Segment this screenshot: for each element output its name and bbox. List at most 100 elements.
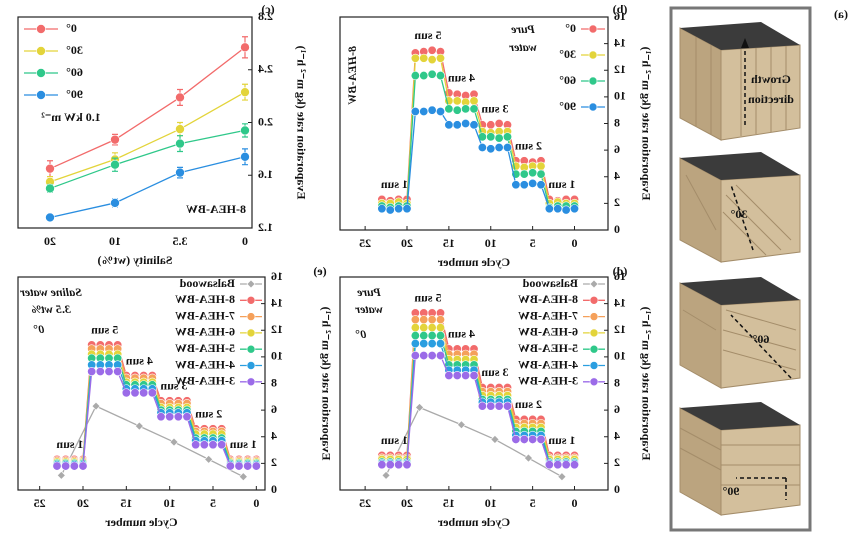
data-point (436, 315, 446, 325)
data-point (553, 204, 563, 214)
y-tick-label: 12 (271, 322, 283, 336)
data-point (240, 151, 250, 162)
x-axis-label: Cycle number (437, 515, 510, 529)
level-label: 5 sun (414, 291, 441, 305)
data-point (452, 120, 462, 130)
data-point (494, 133, 504, 143)
data-point (95, 367, 105, 377)
x-tick-label: 10 (109, 234, 121, 248)
data-point (410, 107, 420, 117)
y-tick-label: 0 (271, 482, 277, 496)
x-tick-label: 3.5 (173, 234, 188, 248)
annotation: Saline water (20, 285, 82, 299)
legend-label: 8-HEA-BW (518, 292, 578, 306)
data-point (570, 460, 580, 470)
data-point (394, 460, 404, 470)
data-point (234, 461, 244, 471)
y-tick-label: 2.0 (258, 114, 273, 128)
series-line (60, 405, 244, 478)
data-point (486, 144, 496, 154)
level-label: 5 sun (91, 323, 118, 337)
x-tick-label: 0 (253, 496, 259, 510)
data-point (528, 168, 538, 178)
data-point (419, 323, 429, 333)
x-tick-label: 0 (242, 234, 248, 248)
y-axis-label: Evaporation rate (kg m⁻² h⁻¹) (639, 307, 653, 461)
series-line (49, 156, 246, 219)
data-point (419, 331, 429, 341)
legend-label: 30° (559, 47, 576, 61)
y-tick-label: 2.8 (258, 9, 273, 23)
data-point (402, 204, 412, 214)
data-point (61, 461, 71, 471)
data-point (436, 53, 446, 63)
level-label: 1 sun (230, 437, 257, 451)
y-tick-label: 2 (271, 455, 277, 469)
legend-marker (588, 76, 598, 86)
y-tick-label: 1.2 (258, 220, 273, 234)
series-line (49, 91, 246, 183)
data-point (204, 454, 214, 464)
data-point (130, 388, 140, 398)
legend-label: 4-HEA-BW (518, 357, 578, 371)
legend-label: 8-HEA-BW (175, 292, 235, 306)
level-label: 3 sun (481, 101, 508, 115)
y-tick-label: 8 (614, 115, 620, 129)
wood-block (679, 22, 801, 141)
x-tick-label: 5 (530, 236, 536, 250)
level-label: 3 sun (481, 365, 508, 379)
data-point (225, 461, 235, 471)
data-point (410, 71, 420, 81)
data-point (553, 460, 563, 470)
y-tick-label: 4 (614, 429, 620, 443)
x-axis-label: Cycle number (105, 515, 178, 529)
x-tick-label: 20 (401, 236, 413, 250)
panel-a-frame (669, 6, 812, 532)
x-tick-label: 20 (401, 496, 413, 510)
data-point (561, 205, 571, 215)
data-point (377, 204, 387, 214)
data-point (238, 472, 248, 482)
data-point (461, 104, 471, 114)
legend-marker (246, 377, 256, 387)
annotation: 0° (33, 322, 44, 336)
series-line (381, 73, 575, 209)
legend-label: 60° (66, 65, 83, 79)
data-point (503, 401, 513, 411)
legend-marker (588, 50, 598, 60)
data-point (536, 161, 546, 171)
data-point (410, 323, 420, 333)
legend-marker (246, 312, 256, 321)
data-point (494, 119, 504, 129)
legend-marker (589, 312, 599, 321)
data-point (56, 470, 66, 480)
data-point (427, 351, 437, 361)
data-point (427, 339, 437, 349)
data-point (45, 212, 55, 223)
legend-marker (246, 328, 256, 338)
data-point (477, 142, 487, 152)
annotation: Pure (510, 22, 535, 36)
data-point (469, 96, 479, 106)
data-point (452, 96, 462, 106)
panel-label: (b) (613, 2, 628, 16)
data-point (385, 205, 395, 215)
legend-label: Balsawood (522, 276, 578, 290)
y-tick-label: 10 (614, 89, 626, 103)
data-point (528, 178, 538, 188)
x-tick-label: 25 (34, 496, 46, 510)
x-tick-label: 15 (443, 236, 455, 250)
legend-label: 7-HEA-BW (518, 308, 578, 322)
angle-label: 90° (722, 484, 739, 498)
annotation: water (355, 302, 383, 316)
legend-marker (589, 328, 599, 338)
data-point (139, 388, 149, 398)
legend-label: 90° (66, 87, 83, 101)
legend-marker (589, 361, 599, 370)
data-point (486, 401, 496, 411)
level-label: 2 sun (195, 407, 222, 421)
data-point (419, 107, 429, 117)
data-point (240, 87, 250, 97)
level-label: 1 sun (381, 433, 408, 447)
